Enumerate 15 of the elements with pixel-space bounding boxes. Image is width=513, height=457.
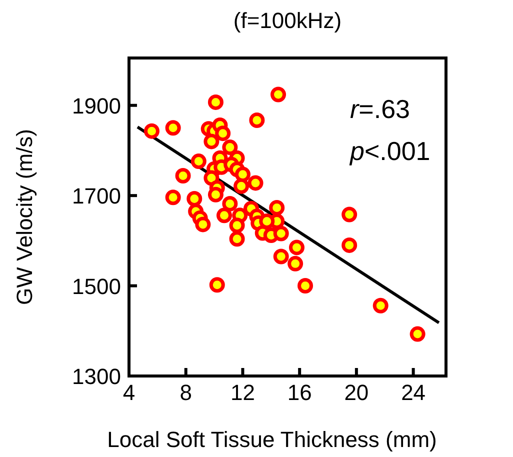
x-tick-label: 24 [401, 380, 426, 405]
y-tick-label: 1900 [72, 93, 121, 118]
y-tick-label: 1300 [72, 364, 121, 389]
annotation: r=.63 [350, 94, 410, 124]
x-tick-label: 16 [287, 380, 312, 405]
x-tick-label: 20 [344, 380, 369, 405]
y-tick-label: 1700 [72, 184, 121, 209]
x-axis-title: Local Soft Tissue Thickness (mm) [107, 427, 437, 452]
annotation: p<.001 [349, 136, 430, 166]
x-tick-label: 4 [122, 380, 136, 405]
chart-title: (f=100kHz) [233, 8, 342, 33]
x-tick-label: 8 [180, 380, 192, 405]
y-tick-label: 1500 [72, 274, 121, 299]
x-tick-label: 12 [230, 380, 255, 405]
y-axis-title: GW Velocity (m/s) [12, 128, 37, 306]
